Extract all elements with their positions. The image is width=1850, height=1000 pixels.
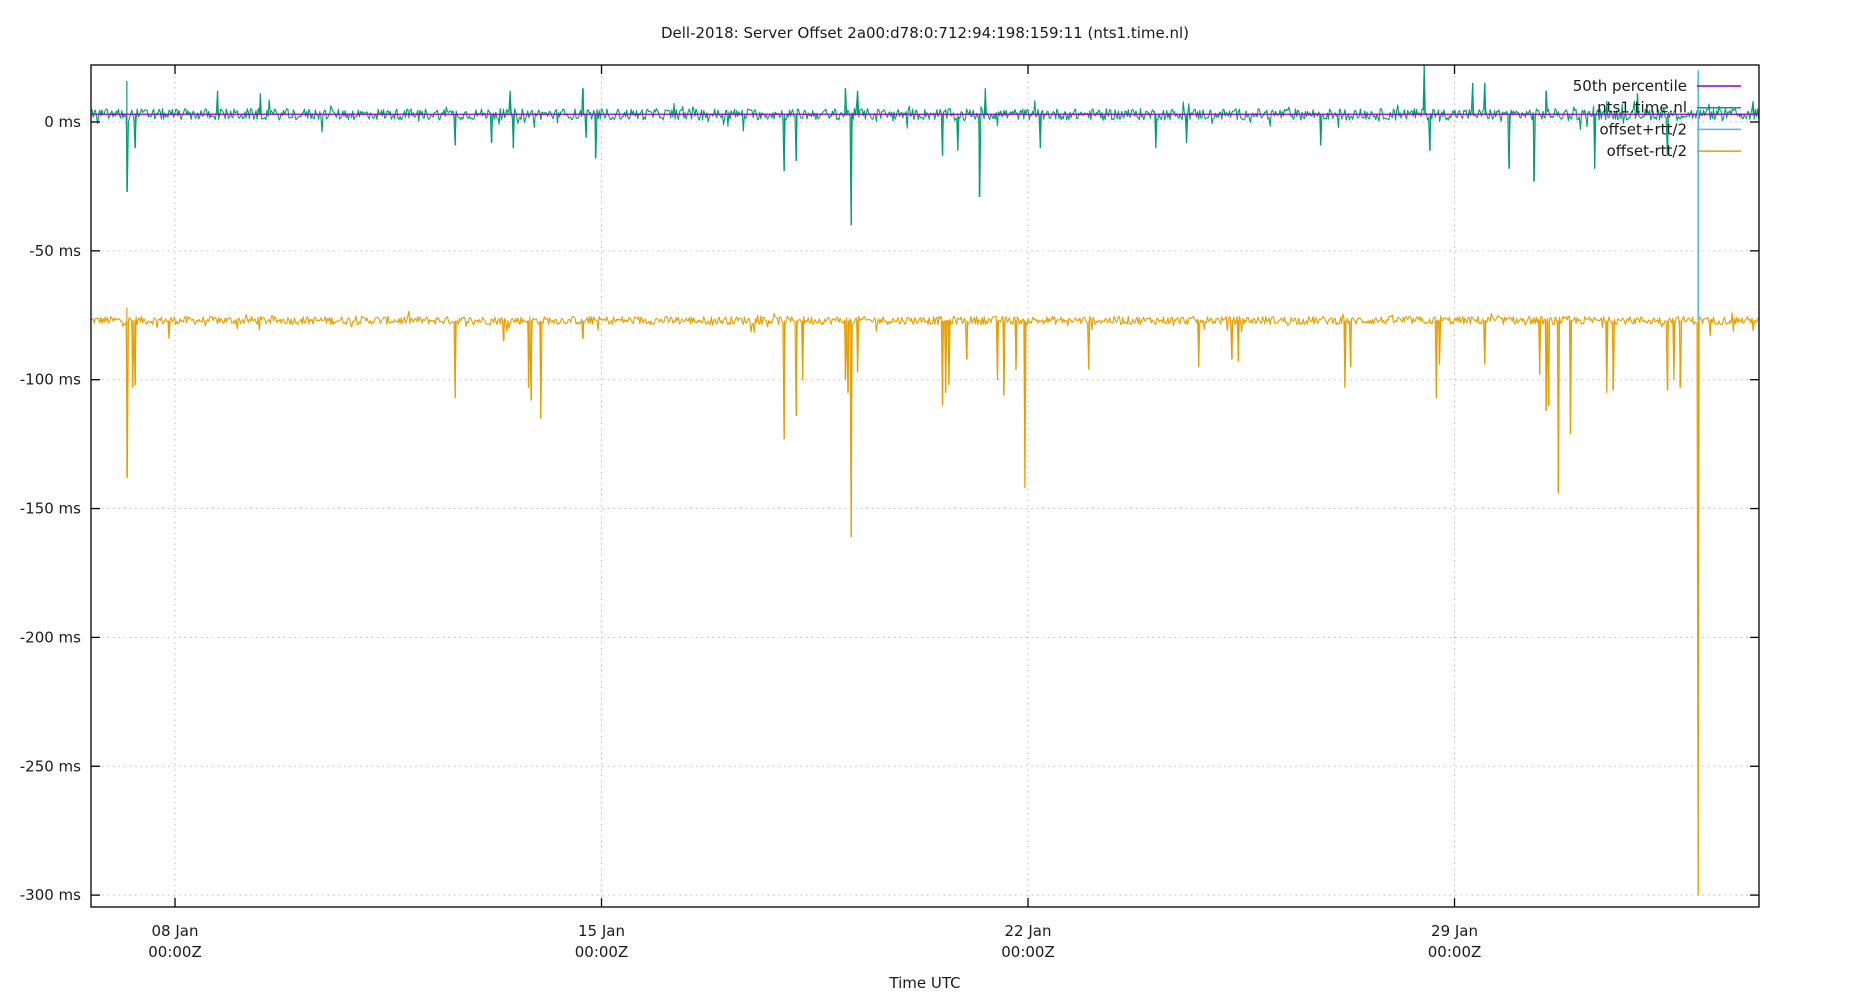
y-tick-label: -100 ms — [20, 371, 81, 389]
y-tick-label: 0 ms — [44, 113, 81, 131]
y-tick-label: -300 ms — [20, 886, 81, 904]
x-axis-label: Time UTC — [888, 974, 960, 992]
y-tick-label: -50 ms — [29, 242, 81, 260]
legend: 50th percentile nts1.time.nl offset+rtt/2 o… — [1573, 77, 1741, 160]
plot-frame — [90, 64, 1760, 908]
legend-label: offset-rtt/2 — [1607, 142, 1687, 160]
legend-label: offset+rtt/2 — [1599, 120, 1687, 138]
y-tick-label: -250 ms — [20, 757, 81, 775]
series-nts1-time-nl — [90, 64, 1760, 226]
legend-label: 50th percentile — [1573, 77, 1687, 95]
x-tick-date: 08 Jan — [152, 922, 199, 940]
plot-series — [90, 64, 1760, 896]
series-offset-rtt-2 — [90, 310, 1760, 896]
grid-lines — [91, 65, 1759, 907]
x-axis: 08 Jan 00:00Z 15 Jan 00:00Z 22 Jan 00:00Z 29 J… — [148, 65, 1481, 961]
x-tick-time: 00:00Z — [1428, 943, 1482, 961]
x-tick-date: 15 Jan — [578, 922, 625, 940]
x-tick-date: 29 Jan — [1431, 922, 1478, 940]
legend-label: nts1.time.nl — [1597, 99, 1687, 117]
x-tick-time: 00:00Z — [575, 943, 629, 961]
y-tick-label: -150 ms — [20, 500, 81, 518]
x-tick-time: 00:00Z — [148, 943, 202, 961]
y-tick-label: -200 ms — [20, 628, 81, 646]
y-axis: 0 ms -50 ms -100 ms -150 ms -200 ms -250 ms -3… — [20, 113, 1759, 904]
x-tick-time: 00:00Z — [1001, 943, 1055, 961]
x-tick-date: 22 Jan — [1005, 922, 1052, 940]
chart-title: Dell-2018: Server Offset 2a00:d78:0:712:… — [661, 24, 1189, 42]
